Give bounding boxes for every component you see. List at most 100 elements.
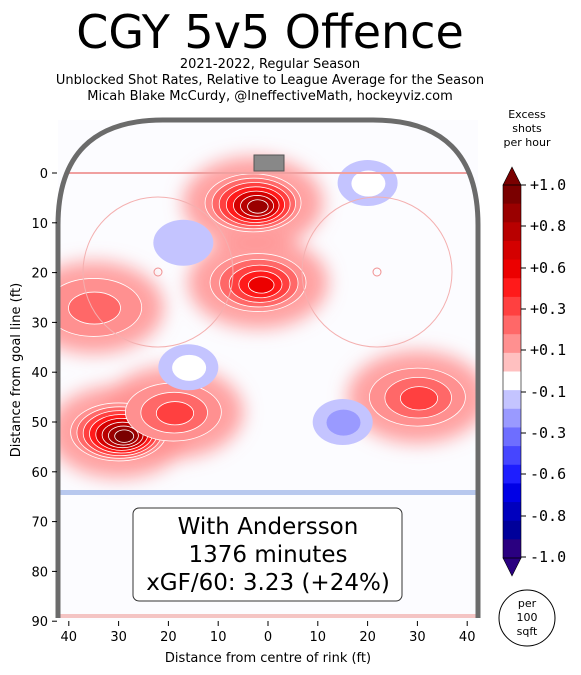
goal-net — [253, 154, 285, 172]
hotspot-9-level-1 — [351, 170, 386, 197]
chart-subtitle-author: Micah Blake McCurdy, @IneffectiveMath, h… — [87, 89, 453, 104]
colorbar-title-line-2: shots — [512, 122, 542, 135]
colorbar-segment-12 — [503, 408, 521, 428]
hotspot-2 — [209, 253, 307, 312]
unit-line-3: sqft — [517, 625, 538, 638]
colorbar-tick-label-5: -0.1 — [530, 383, 566, 401]
y-tick-label-2: 20 — [31, 267, 48, 282]
colorbar-tick-label-3: +0.3 — [530, 300, 566, 318]
x-tick-label-5: 10 — [310, 630, 327, 645]
colorbar-title-line-1: Excess — [508, 108, 546, 121]
colorbar-segment-6 — [503, 296, 521, 317]
unit-badge: per 100 sqft — [498, 589, 556, 647]
colorbar-tick-label-8: -0.8 — [530, 507, 566, 525]
y-tick-label-5: 50 — [31, 416, 48, 431]
rink-markings — [58, 172, 478, 618]
colorbar-segment-1 — [503, 203, 521, 223]
faceoff-circle-right — [301, 196, 453, 348]
colorbar-extend-top — [502, 166, 522, 186]
colorbar-segment-0 — [503, 185, 521, 205]
colorbar-segment-19 — [503, 539, 521, 559]
colorbar-segment-7 — [503, 315, 521, 335]
colorbar-tick-label-1: +0.8 — [530, 217, 566, 235]
faceoff-dot-left — [153, 267, 163, 277]
colorbar-segment-5 — [503, 278, 521, 298]
x-tick-label-1: 30 — [110, 630, 127, 645]
chart-title: CGY 5v5 Offence — [76, 5, 464, 59]
colorbar-extend-bottom — [502, 557, 522, 577]
x-tick-label-3: 10 — [210, 630, 227, 645]
y-tick-label-1: 10 — [31, 217, 48, 232]
colorbar-title-line-3: per hour — [503, 136, 551, 149]
y-tick-label-6: 60 — [31, 466, 48, 481]
y-tick-label-7: 70 — [31, 516, 48, 531]
hotspot-4 — [368, 367, 466, 427]
blue-line — [58, 490, 478, 495]
hotspot-6 — [312, 399, 373, 445]
hotspot-6-level-1 — [326, 409, 361, 436]
annotation-player: With Andersson — [178, 514, 359, 540]
annotation-minutes: 1376 minutes — [189, 542, 348, 568]
y-tick-label-8: 80 — [31, 565, 48, 580]
chart-subtitle-description: Unblocked Shot Rates, Relative to League… — [55, 73, 485, 88]
unit-line-1: per — [518, 597, 537, 610]
hotspot-8 — [158, 344, 219, 391]
colorbar-tick-label-2: +0.6 — [530, 259, 566, 277]
hotspot-7 — [153, 219, 214, 266]
colorbar-tick-label-9: -1.0 — [530, 548, 566, 566]
y-tick-label-9: 90 — [31, 615, 48, 630]
unit-line-2: 100 — [517, 611, 538, 624]
hotspot-0-level-7 — [114, 429, 135, 443]
colorbar-segment-8 — [503, 334, 521, 354]
colorbar-tick-label-4: +0.1 — [530, 341, 566, 359]
y-tick-label-0: 0 — [40, 167, 48, 182]
colorbar-segment-17 — [503, 502, 521, 522]
colorbar-ticks: +1.0 +0.8 +0.6 +0.3 +0.1 -0.1 -0.3 -0.6 -0.8 -1.0 — [521, 176, 566, 566]
x-tick-label-7: 30 — [409, 630, 426, 645]
x-tick-label-6: 20 — [359, 630, 376, 645]
x-tick-label-4: 0 — [264, 630, 272, 645]
colorbar-segment-9 — [503, 352, 521, 372]
colorbar-segment-13 — [503, 427, 521, 447]
hotspot-3-level-2 — [155, 401, 195, 426]
x-tick-label-2: 20 — [160, 630, 177, 645]
y-axis-ticks: 0 10 20 30 40 50 60 70 80 90 — [31, 167, 57, 630]
x-tick-label-8: 40 — [459, 630, 476, 645]
colorbar-segment-2 — [503, 222, 521, 242]
colorbar-tick-label-0: +1.0 — [530, 176, 566, 194]
colorbar — [502, 166, 522, 577]
colorbar-tick-label-7: -0.6 — [530, 465, 566, 483]
y-tick-label-3: 30 — [31, 316, 48, 331]
colorbar-frame — [502, 184, 522, 559]
colorbar-segment-4 — [503, 259, 521, 279]
colorbar-segment-3 — [503, 240, 521, 261]
colorbar-tick-label-6: -0.3 — [530, 424, 566, 442]
faceoff-dot-right — [372, 267, 382, 277]
y-axis-label: Distance from goal line (ft) — [9, 283, 24, 457]
faceoff-circle-left — [82, 196, 234, 348]
colorbar-segment-14 — [503, 446, 521, 466]
x-axis-ticks: 40 30 20 10 0 10 20 30 40 — [61, 621, 476, 645]
annotation-xgf: xGF/60: 3.23 (+24%) — [146, 570, 390, 596]
annotation-box: With Andersson 1376 minutes xGF/60: 3.23… — [132, 507, 403, 602]
x-tick-label-0: 40 — [61, 630, 78, 645]
center-red-line — [58, 614, 478, 618]
colorbar-segment-18 — [503, 520, 521, 540]
colorbar-segment-15 — [503, 464, 521, 484]
hotspot-5-level-1 — [68, 291, 121, 325]
x-axis-label: Distance from centre of rink (ft) — [165, 651, 371, 666]
hotspot-2-level-4 — [248, 276, 275, 294]
hotspot-3 — [124, 382, 222, 442]
hotspot-7-level-1 — [167, 230, 202, 257]
colorbar-segment-11 — [503, 390, 521, 410]
hotspot-9 — [337, 159, 398, 206]
y-tick-label-4: 40 — [31, 366, 48, 381]
rink-boards — [55, 117, 481, 618]
hotspot-5 — [58, 278, 143, 337]
hotspot-4-level-2 — [399, 386, 439, 411]
hotspot-1 — [204, 173, 302, 233]
chart-subtitle-season: 2021-2022, Regular Season — [179, 57, 361, 72]
hotspot-8-level-1 — [172, 354, 207, 381]
colorbar-segment-10 — [503, 371, 521, 391]
